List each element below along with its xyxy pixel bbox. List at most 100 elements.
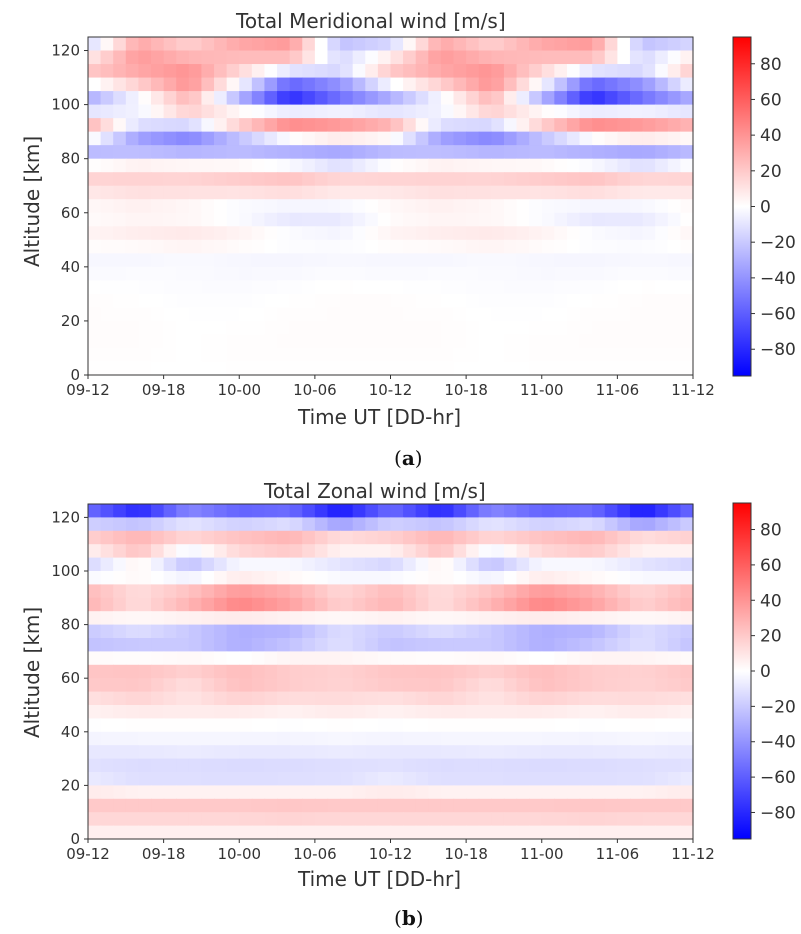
heatmap-cell [415, 785, 429, 800]
heatmap-cell [529, 705, 543, 719]
heatmap-cell [340, 239, 354, 254]
heatmap-cell [592, 705, 606, 719]
heatmap-cell [100, 280, 114, 295]
heatmap-cell [100, 212, 114, 227]
heatmap-cell [239, 530, 253, 545]
heatmap-cell [340, 691, 354, 706]
heatmap-cell [88, 638, 102, 652]
heatmap-cell [390, 212, 404, 227]
heatmap-cell [415, 77, 429, 92]
heatmap-cell [428, 172, 442, 187]
heatmap-cell [403, 798, 417, 813]
heatmap-cell [251, 731, 266, 746]
heatmap-cell [390, 638, 404, 652]
heatmap-cell [541, 745, 555, 760]
heatmap-cell [655, 118, 669, 133]
heatmap-cell [163, 347, 177, 363]
heatmap-cell [466, 571, 480, 585]
heatmap-cell [579, 145, 593, 160]
heatmap-cell [302, 571, 316, 585]
heatmap-cell [289, 361, 303, 376]
heatmap-cell [239, 226, 253, 241]
heatmap-cell [516, 638, 530, 652]
heatmap-cell [592, 571, 606, 585]
heatmap-cell [554, 571, 568, 585]
heatmap-cell [390, 530, 404, 545]
heatmap-cell [541, 50, 555, 65]
heatmap-cell [352, 37, 366, 52]
heatmap-cell [390, 745, 404, 760]
heatmap-cell [617, 745, 631, 760]
heatmap-cell [251, 293, 266, 308]
heatmap-cell [277, 104, 291, 119]
heatmap-cell [188, 691, 203, 706]
x-tick-label: 09-18 [142, 381, 186, 399]
heatmap-cell [478, 320, 492, 336]
heatmap-cell [529, 91, 543, 106]
heatmap-cell [214, 584, 228, 599]
heatmap-cell [529, 678, 543, 693]
heatmap-cell [88, 266, 102, 281]
heatmap-cell [151, 530, 165, 545]
heatmap-cell [327, 745, 341, 760]
heatmap-cell [314, 758, 329, 773]
heatmap-cell [365, 320, 379, 336]
heatmap-cell [113, 571, 127, 585]
heatmap-cell [503, 172, 518, 187]
heatmap-cell [491, 731, 505, 746]
heatmap-cell [151, 77, 165, 92]
heatmap-cell [629, 705, 644, 719]
heatmap-cell [415, 584, 429, 599]
heatmap-cell [214, 199, 228, 214]
heatmap-cell [340, 678, 354, 693]
heatmap-cell [415, 307, 429, 322]
heatmap-cell [529, 293, 543, 308]
heatmap-cell [554, 517, 568, 532]
heatmap-cell [352, 199, 366, 214]
heatmap-cell [592, 334, 606, 349]
heatmap-cell [466, 758, 480, 773]
heatmap-cell [554, 253, 568, 268]
heatmap-cell [516, 307, 530, 322]
heatmap-cell [251, 266, 266, 281]
heatmap-cell [239, 334, 253, 349]
heatmap-cell [592, 825, 606, 840]
heatmap-cell [327, 172, 341, 187]
heatmap-cell [327, 691, 341, 706]
heatmap-cell [138, 651, 152, 666]
heatmap-cell [340, 131, 354, 146]
heatmap-cell [302, 347, 316, 363]
heatmap-cell [680, 293, 694, 308]
heatmap-cell [667, 611, 681, 626]
heatmap-cell [289, 307, 303, 322]
heatmap-cell [151, 212, 165, 227]
heatmap-cell [377, 557, 392, 572]
heatmap-cell [289, 104, 303, 119]
heatmap-cell [655, 347, 669, 363]
heatmap-cell [604, 361, 618, 376]
heatmap-cell [453, 334, 467, 349]
heatmap-cell [667, 584, 681, 599]
heatmap-cell [226, 37, 240, 52]
heatmap-cell [466, 691, 480, 706]
heatmap-cell [226, 705, 240, 719]
heatmap-cell [529, 597, 543, 612]
heatmap-cell [579, 77, 593, 92]
heatmap-cell [100, 504, 114, 518]
heatmap-cell [289, 239, 303, 254]
heatmap-cell [289, 77, 303, 92]
heatmap-cell [138, 504, 152, 518]
heatmap-cell [403, 226, 417, 241]
heatmap-cell [352, 185, 366, 200]
heatmap-cell [516, 293, 530, 308]
heatmap-cell [629, 544, 644, 559]
heatmap-cell [176, 226, 190, 241]
heatmap-cell [201, 798, 215, 813]
heatmap-cell [617, 226, 631, 241]
heatmap-cell [138, 825, 152, 840]
heatmap-cell [478, 280, 492, 295]
heatmap-cell [201, 307, 215, 322]
heatmap-cell [554, 638, 568, 652]
heatmap-cell [352, 334, 366, 349]
heatmap-cell [554, 772, 568, 786]
